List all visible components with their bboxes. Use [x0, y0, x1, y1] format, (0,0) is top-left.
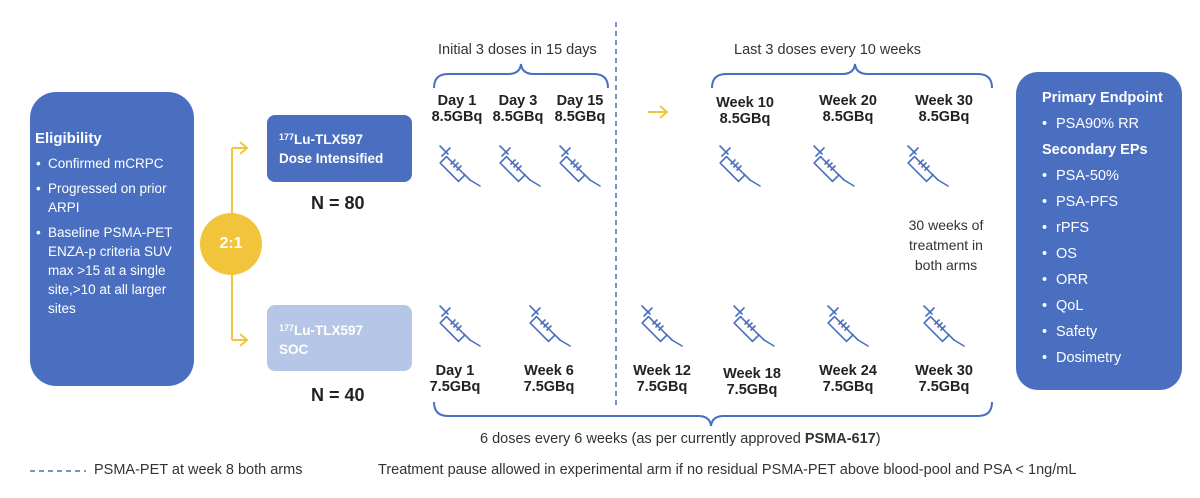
top-dose: Day 1 8.5GBq [431, 93, 483, 125]
arm1-subtitle: Dose Intensified [279, 151, 384, 166]
syringe-icon [923, 305, 965, 347]
syringe-icon [439, 145, 481, 187]
initial-doses-label: Initial 3 doses in 15 days [438, 42, 597, 58]
syringe-icon [733, 305, 775, 347]
eligibility-title: Eligibility [35, 130, 102, 147]
top-dose: Day 3 8.5GBq [492, 93, 544, 125]
syringe-icon [813, 145, 855, 187]
eligibility-item: Confirmed mCRPC [35, 154, 190, 173]
secondary-endpoint-item: ORR [1042, 272, 1182, 288]
top-dose: Week 30 8.5GBq [915, 93, 973, 125]
bottom-dose: Week 30 7.5GBq [915, 363, 973, 395]
secondary-endpoint-item: Safety [1042, 324, 1182, 340]
randomization-ratio: 2:1 [200, 213, 262, 275]
top-dose: Week 20 8.5GBq [819, 93, 877, 125]
syringe-icon [529, 305, 571, 347]
syringe-icon [559, 145, 601, 187]
arm-soc: 177Lu-TLX597 SOC [267, 305, 412, 371]
syringe-icon [907, 145, 949, 187]
bottom-dose: Week 24 7.5GBq [819, 363, 877, 395]
phase-arrow [648, 105, 669, 119]
syringe-icon [827, 305, 869, 347]
arm1-n: N = 80 [311, 193, 365, 213]
bottom-dose: Week 6 7.5GBq [523, 363, 575, 395]
secondary-endpoint-item: PSA-PFS [1042, 194, 1182, 210]
treatment-duration-note: 30 weeks of treatment in both arms [908, 217, 984, 273]
brace-initial [433, 63, 609, 89]
syringe-icon [641, 305, 683, 347]
treatment-pause-note: Treatment pause allowed in experimental … [378, 462, 1077, 478]
secondary-endpoint-item: Dosimetry [1042, 350, 1182, 366]
secondary-endpoint-item: rPFS [1042, 220, 1182, 236]
secondary-endpoints-title: Secondary EPs [1042, 142, 1148, 158]
arm2-name: Lu-TLX597 [294, 323, 364, 338]
bottom-dose: Day 1 7.5GBq [429, 363, 481, 395]
eligibility-box: Eligibility Confirmed mCRPC Progressed o… [30, 92, 194, 386]
syringe-icon [719, 145, 761, 187]
primary-endpoint-item: PSA90% RR [1042, 116, 1182, 132]
last-doses-label: Last 3 doses every 10 weeks [734, 42, 921, 58]
bottom-dose: Week 12 7.5GBq [633, 363, 691, 395]
arm2-subtitle: SOC [279, 342, 309, 357]
top-dose: Day 15 8.5GBq [554, 93, 606, 125]
bottom-phase-label: 6 doses every 6 weeks (as per currently … [480, 431, 881, 447]
legend-psma-pet: PSMA-PET at week 8 both arms [94, 462, 303, 478]
arm2-n: N = 40 [311, 385, 365, 405]
brace-bottom [433, 401, 993, 427]
arm-dose-intensified: 177Lu-TLX597 Dose Intensified [267, 115, 412, 182]
eligibility-list: Confirmed mCRPC Progressed on prior ARPI… [35, 154, 190, 318]
arm1-isotope-mass: 177 [279, 132, 295, 142]
eligibility-item: Progressed on prior ARPI [35, 179, 190, 217]
syringe-icon [499, 145, 541, 187]
arm1-name: Lu-TLX597 [294, 132, 364, 147]
eligibility-item: Baseline PSMA-PET ENZA-p criteria SUV ma… [35, 223, 190, 318]
syringe-icon [439, 305, 481, 347]
top-dose: Week 10 8.5GBq [716, 95, 774, 127]
bottom-dose: Week 18 7.5GBq [723, 366, 781, 398]
secondary-endpoint-item: QoL [1042, 298, 1182, 314]
endpoints-box: Primary Endpoint PSA90% RR Secondary EPs… [1016, 72, 1182, 390]
brace-last [711, 63, 993, 89]
secondary-endpoint-item: OS [1042, 246, 1182, 262]
arm2-isotope-mass: 177 [279, 323, 295, 333]
secondary-endpoint-item: PSA-50% [1042, 168, 1182, 184]
primary-endpoint-title: Primary Endpoint [1042, 90, 1163, 106]
